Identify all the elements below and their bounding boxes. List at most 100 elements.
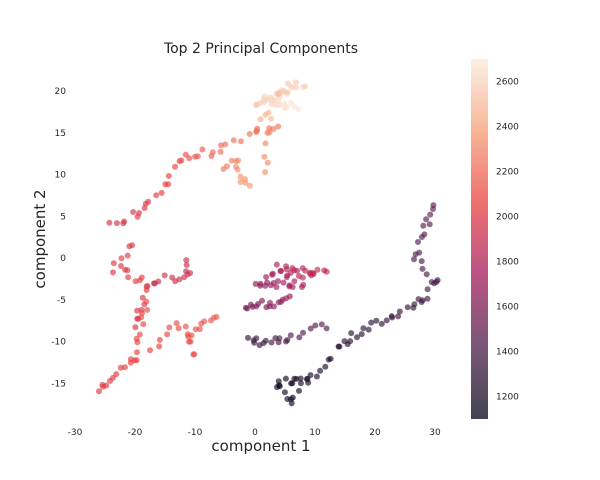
data-point [138,274,145,281]
data-point [96,388,102,395]
y-tick-label: 5 [60,212,66,222]
data-point [288,99,295,106]
data-point [263,274,270,280]
data-point [365,326,372,333]
data-point [360,325,367,332]
data-point [427,211,434,218]
data-point [314,266,321,273]
data-point [228,157,235,164]
data-point [275,97,282,104]
data-point [284,337,291,343]
data-point [186,338,192,345]
data-point [270,303,277,310]
data-point [264,159,271,166]
data-point [278,268,285,274]
data-point [113,371,120,378]
data-point [428,279,435,285]
data-point [318,321,325,328]
data-point [118,263,124,269]
data-point [133,357,140,364]
data-point [291,278,298,285]
data-point [282,375,289,382]
data-point [262,140,269,147]
colorbar-tick-label: 1400 [496,348,519,358]
data-point [368,319,375,326]
data-point [308,272,315,279]
data-point [136,210,142,216]
data-point [173,320,180,327]
colorbar-gradient [471,59,488,419]
x-tick-label: -20 [128,428,143,438]
data-point [106,219,113,226]
data-point [418,299,425,305]
data-point [424,295,431,302]
data-point [404,304,411,311]
data-point [354,334,360,341]
data-point [141,205,148,211]
data-point [165,173,172,179]
data-point [423,216,430,223]
colorbar-tick-label: 2000 [496,213,519,223]
data-point [145,198,152,205]
x-axis-label: component 1 [211,437,310,455]
data-point [347,338,354,345]
data-point [139,310,145,317]
data-point [378,320,385,327]
data-point [426,221,433,228]
data-point [158,189,165,196]
data-point [153,192,160,199]
data-point [140,321,147,328]
data-point [415,239,421,245]
data-point [283,274,290,281]
data-point [121,218,128,225]
data-point [268,115,274,122]
data-point [419,265,426,272]
data-point [270,126,277,132]
x-tick-label: -30 [68,428,83,438]
data-point [373,317,380,324]
data-point [144,306,151,313]
data-point [286,293,293,300]
data-point [262,282,269,289]
data-point [238,138,244,145]
data-point [183,268,190,275]
data-point [172,163,178,170]
data-point [253,303,260,310]
data-point [237,179,244,185]
data-point [132,324,139,331]
data-point [304,376,310,383]
colorbar: 1200 1400 1600 1800 2000 2200 2400 2600 [471,59,519,419]
data-point [161,272,168,279]
data-point [418,258,425,265]
data-point [266,129,273,136]
data-point [423,271,430,278]
data-point [230,137,237,144]
colorbar-tick-label: 2400 [496,123,519,133]
data-point [190,351,197,358]
data-point [295,106,302,112]
data-point [134,307,141,314]
data-point [186,155,193,162]
data-point [155,278,162,285]
data-point [275,278,281,285]
data-point [269,270,276,277]
data-point [297,380,304,387]
data-point [222,141,229,148]
data-point [269,97,276,104]
data-point [254,125,261,132]
data-point [421,231,428,238]
data-point [317,367,324,374]
data-point [121,364,128,371]
data-point [323,268,330,275]
data-point [134,349,140,356]
colorbar-tick-label: 2600 [496,78,519,88]
data-point [276,335,283,342]
x-tick-label: 10 [309,428,321,438]
data-point [196,326,203,333]
y-axis-label: component 2 [31,189,49,288]
data-point [322,363,329,370]
data-point [245,334,251,341]
data-point [257,116,264,123]
data-point [293,84,299,91]
